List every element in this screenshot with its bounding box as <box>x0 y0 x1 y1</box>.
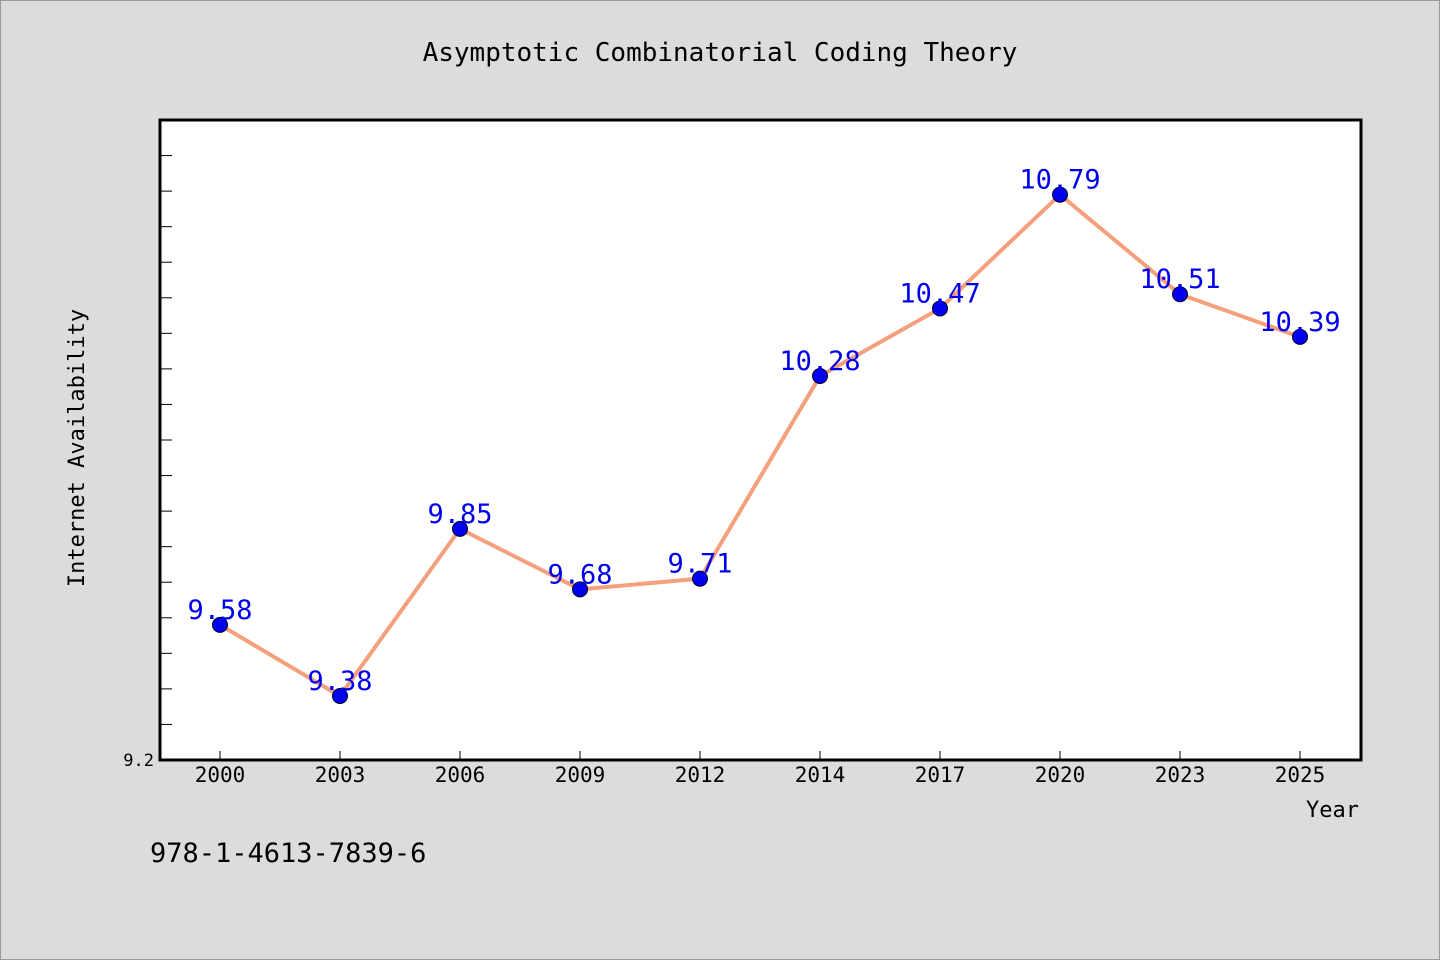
series-markers <box>212 186 1308 704</box>
x-tick-label: 2006 <box>435 763 486 787</box>
series-line <box>218 192 1302 698</box>
data-label: 9.71 <box>667 549 732 580</box>
data-label: 9.58 <box>187 595 252 626</box>
x-tick-label: 2025 <box>1275 763 1326 787</box>
data-label: 9.38 <box>307 666 372 697</box>
data-point <box>452 520 468 537</box>
x-tick-label: 2000 <box>195 763 246 787</box>
data-point <box>212 616 228 633</box>
data-point <box>332 688 348 704</box>
x-tick-label: 2020 <box>1035 763 1086 787</box>
data-label: 9.85 <box>427 499 492 530</box>
data-label: 10.28 <box>779 346 860 377</box>
data-point <box>1172 286 1188 303</box>
data-labels: 9.58 9.38 9.85 9.68 9.71 10.28 10.47 10.79 10.51… <box>187 165 1340 697</box>
x-tick-label: 2009 <box>555 763 606 787</box>
data-point <box>572 581 588 598</box>
x-tick-label: 2012 <box>675 763 726 787</box>
x-tick-label: 2023 <box>1155 763 1206 787</box>
x-axis-ticks <box>219 751 1301 760</box>
plot-area <box>158 118 1363 762</box>
y-axis-label: Internet Availability <box>65 309 90 587</box>
data-point <box>1292 328 1308 345</box>
data-label: 10.51 <box>1139 264 1220 295</box>
x-tick-label: 2014 <box>795 763 846 787</box>
chart-title: Asymptotic Combinatorial Coding Theory <box>423 38 1018 68</box>
data-point <box>932 300 948 317</box>
data-label: 10.47 <box>899 278 980 309</box>
x-tick-label: 2017 <box>915 763 966 787</box>
data-label: 10.39 <box>1259 307 1340 338</box>
x-axis-label: Year <box>1306 798 1359 823</box>
data-point <box>1052 186 1068 203</box>
data-label: 10.79 <box>1019 165 1100 196</box>
data-point <box>692 570 708 587</box>
isbn-text: 978-1-4613-7839-6 <box>150 838 426 869</box>
x-tick-label: 2003 <box>315 763 366 787</box>
y-axis-ticks <box>160 155 172 725</box>
y-axis-tick-label: 9.2 <box>123 751 154 771</box>
data-label: 9.68 <box>547 559 612 590</box>
x-axis-tick-labels: 2000 2003 2006 2009 2012 2014 2017 2020 2023 2025 <box>195 763 1326 787</box>
data-point <box>812 368 828 384</box>
